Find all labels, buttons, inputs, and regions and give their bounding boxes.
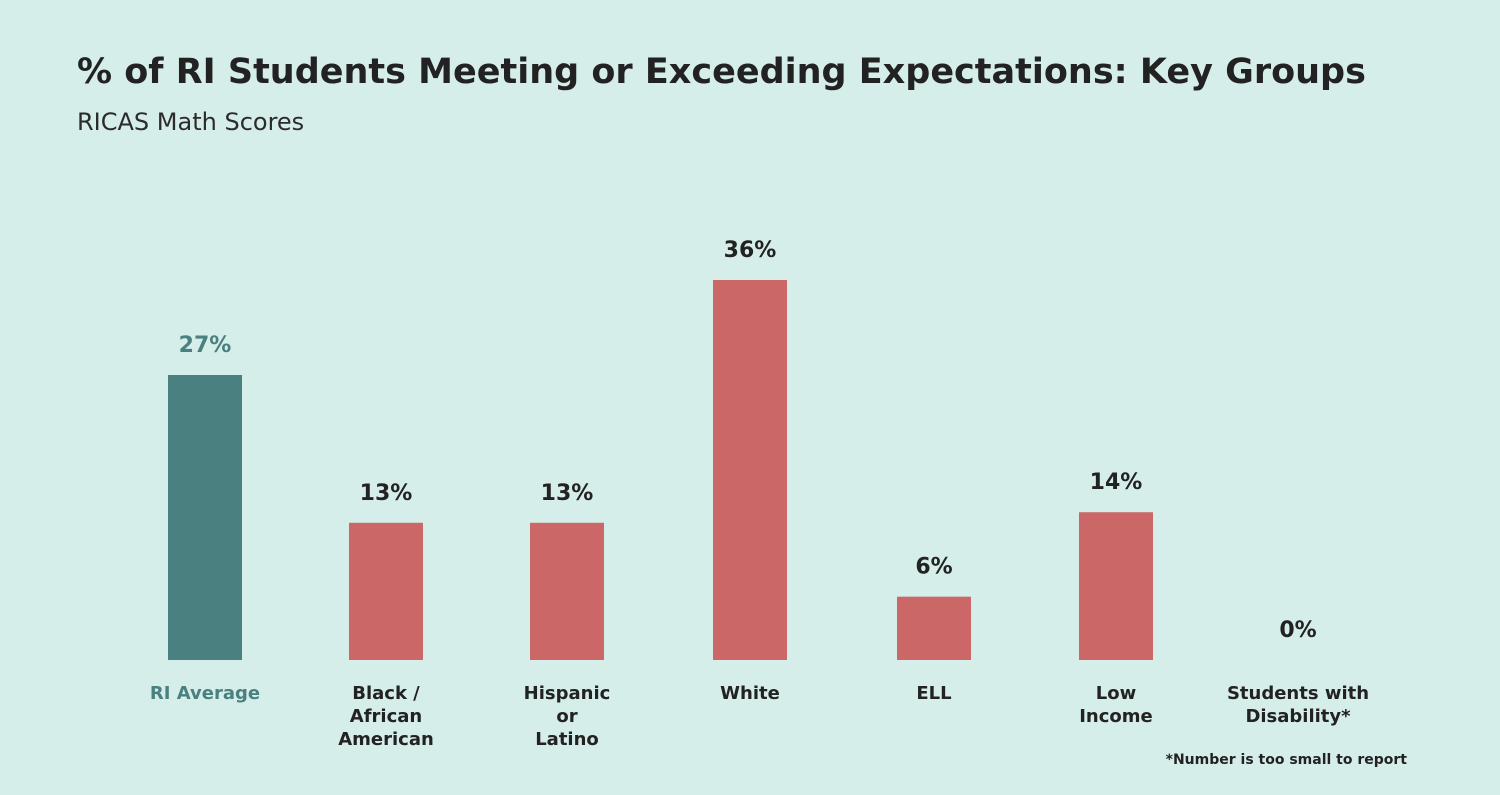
bar-group: 6% ELL (897, 555, 971, 704)
bar (1079, 512, 1153, 660)
bar-group: 27% RI Average (150, 333, 260, 704)
bar (530, 522, 604, 660)
category-label: Low Income (1079, 683, 1153, 727)
data-label: 13% (541, 481, 594, 506)
category-label: White (720, 683, 780, 704)
bar (349, 522, 423, 660)
category-label: Black / African American (338, 683, 434, 750)
category-label-line: Income (1079, 706, 1153, 727)
bar (168, 375, 242, 660)
data-label: 14% (1090, 470, 1143, 495)
data-label: 6% (915, 555, 952, 580)
category-label-line: Students with (1227, 683, 1369, 704)
category-label-line: Black / (352, 683, 420, 704)
category-label: Students with Disability* (1227, 683, 1369, 727)
data-label: 0% (1279, 618, 1316, 643)
chart-subtitle: RICAS Math Scores (77, 108, 305, 136)
chart-footnote: *Number is too small to report (1165, 752, 1407, 768)
bar (713, 280, 787, 660)
data-label: 13% (360, 481, 413, 506)
category-label-line: African (350, 706, 422, 727)
category-label-line: White (720, 683, 780, 704)
category-label-line: or (556, 706, 577, 727)
data-label: 27% (179, 333, 232, 358)
category-label-line: American (338, 729, 434, 750)
category-label-line: Hispanic (524, 683, 611, 704)
chart-title: % of RI Students Meeting or Exceeding Ex… (77, 52, 1366, 92)
category-label-line: RI Average (150, 683, 260, 704)
bar (897, 596, 971, 660)
category-label: ELL (916, 683, 951, 704)
category-label: Hispanic or Latino (524, 683, 611, 750)
bar-group: 14% Low Income (1079, 470, 1153, 727)
bar-group: 13% Black / African American (338, 481, 434, 750)
category-label: RI Average (150, 683, 260, 704)
category-label-line: Disability* (1245, 706, 1351, 727)
category-label-line: Latino (535, 729, 599, 750)
category-label-line: ELL (916, 683, 951, 704)
data-label: 36% (724, 238, 777, 263)
bar-group: 13% Hispanic or Latino (524, 481, 611, 750)
bar-group: 0% Students with Disability* (1227, 618, 1369, 727)
category-label-line: Low (1096, 683, 1136, 704)
bar-group: 36% White (713, 238, 787, 704)
